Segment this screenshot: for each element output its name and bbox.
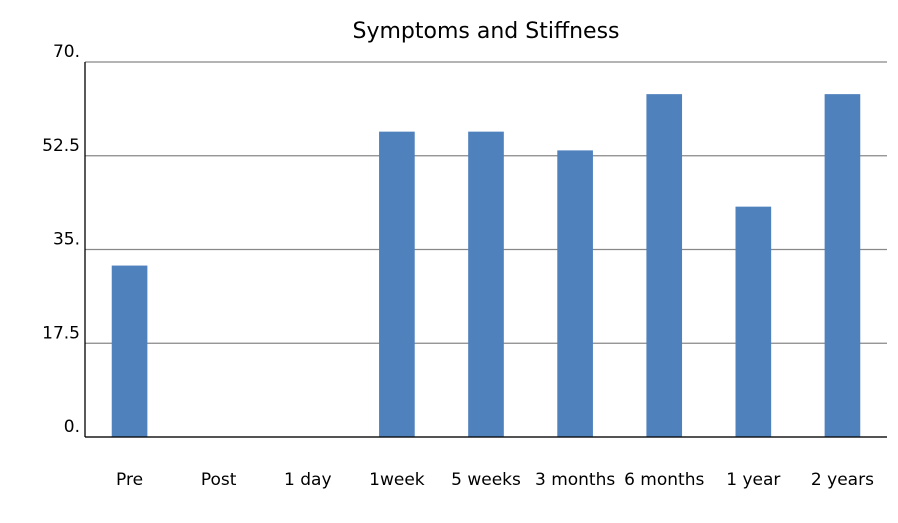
x-tick-label: 6 months (624, 470, 704, 490)
chart-title: Symptoms and Stiffness (353, 19, 620, 44)
bar (379, 131, 415, 437)
bar (824, 94, 861, 438)
y-tick-label: 0. (64, 417, 80, 437)
x-tick-label: 1week (369, 470, 425, 490)
bar (646, 94, 683, 438)
bar (557, 150, 593, 437)
bar (468, 131, 504, 437)
x-tick-label: 1 day (284, 470, 332, 490)
y-tick-label: 35. (53, 230, 80, 250)
x-tick-label: Post (201, 470, 237, 490)
x-tick-label: 5 weeks (451, 470, 521, 490)
bar (111, 265, 148, 437)
x-tick-label: 1 year (726, 470, 780, 490)
y-tick-label: 52.5 (42, 136, 80, 156)
x-tick-label: 3 months (535, 470, 615, 490)
bar (735, 206, 772, 437)
x-tick-label: Pre (116, 470, 143, 490)
y-tick-label: 17.5 (42, 323, 80, 343)
x-tick-label: 2 years (811, 470, 874, 490)
y-tick-label: 70. (53, 42, 80, 62)
